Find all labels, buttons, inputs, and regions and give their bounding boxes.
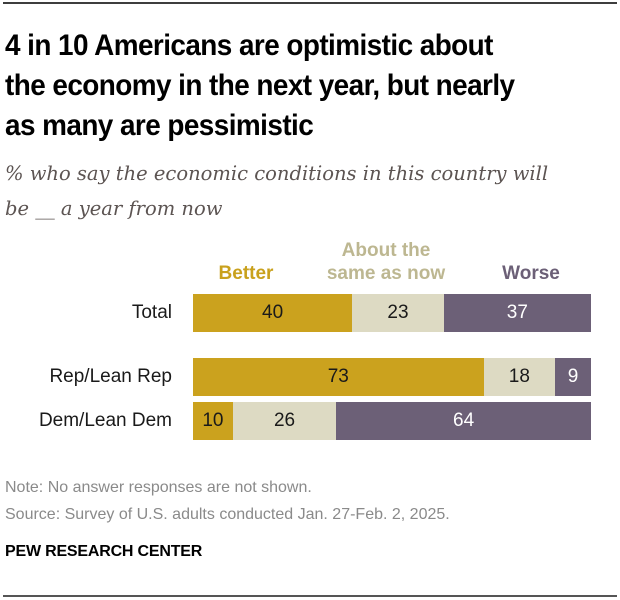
bar-segment-same: 23 xyxy=(352,294,444,332)
chart-subtitle: % who say the economic conditions in thi… xyxy=(5,156,615,226)
data-label-worse: 37 xyxy=(506,302,528,323)
row-label-dem-lean-dem: Dem/Lean Dem xyxy=(38,410,172,431)
title-line-1: 4 in 10 Americans are optimistic about xyxy=(5,29,493,62)
subtitle-line-1: % who say the economic conditions in thi… xyxy=(5,162,549,185)
bottom-rule xyxy=(3,595,617,597)
source-text: Source: Survey of U.S. adults conducted … xyxy=(5,506,450,523)
title-line-3: as many are pessimistic xyxy=(5,109,314,142)
data-label-better: 73 xyxy=(327,366,349,387)
data-label-worse: 64 xyxy=(453,410,475,431)
data-label-same: 23 xyxy=(387,302,409,323)
subtitle-line-2: be __ a year from now xyxy=(5,197,223,220)
data-label-worse: 9 xyxy=(567,366,579,387)
legend-worse: Worse xyxy=(502,263,560,284)
bar-row-dem-lean-dem: 10 26 64 xyxy=(193,402,591,440)
note-text: Note: No answer responses are not shown. xyxy=(5,479,312,496)
data-label-same: 18 xyxy=(508,366,530,387)
bar-segment-same: 26 xyxy=(232,402,337,440)
bar-segment-better: 73 xyxy=(193,358,484,396)
bar-segment-better: 40 xyxy=(193,294,353,332)
row-label-rep-lean-rep: Rep/Lean Rep xyxy=(49,366,172,387)
row-label-total: Total xyxy=(131,302,172,323)
legend-about-the-same: About the same as now xyxy=(326,240,446,284)
data-label-same: 26 xyxy=(273,410,296,431)
pew-logo-text: PEW RESEARCH CENTER xyxy=(5,543,203,560)
bar-segment-same: 18 xyxy=(483,358,556,396)
title-line-2: the economy in the next year, but nearly xyxy=(5,69,515,102)
data-label-better: 10 xyxy=(202,410,224,431)
bar-segment-better: 10 xyxy=(193,402,233,440)
bar-segment-worse: 64 xyxy=(336,402,591,440)
bar-row-rep-lean-rep: 73 18 9 xyxy=(193,358,591,396)
chart-title: 4 in 10 Americans are optimistic about t… xyxy=(5,26,574,146)
bar-row-total: 40 23 37 xyxy=(193,294,591,332)
bar-segment-worse: 37 xyxy=(443,294,591,332)
top-rule xyxy=(3,2,617,4)
bar-segment-worse: 9 xyxy=(555,358,591,396)
legend-better: Better xyxy=(218,263,274,284)
data-label-better: 40 xyxy=(262,302,284,323)
